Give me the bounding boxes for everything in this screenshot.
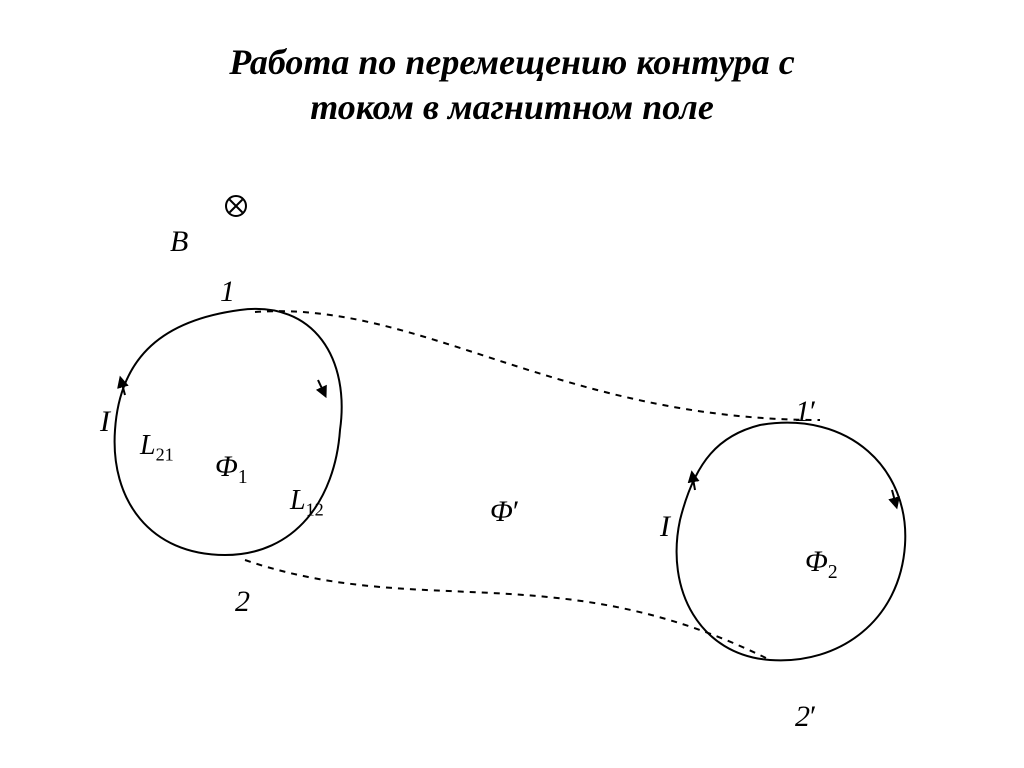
label-Phi1: Φ1: [215, 450, 248, 489]
label-Phi2: Φ2: [805, 545, 838, 584]
label-point-2: 2: [235, 585, 250, 619]
label-L21: L21: [140, 430, 174, 466]
label-PhiPrime: Φ′: [490, 495, 519, 529]
label-point-1: 1: [220, 275, 235, 309]
diagram-svg: [0, 0, 1024, 768]
label-B: B: [170, 225, 188, 259]
label-I-right: I: [660, 510, 670, 544]
diagram-stage: Работа по перемещению контура с током в …: [0, 0, 1024, 768]
label-point-2p: 2′: [795, 700, 817, 734]
label-L12: L12: [290, 485, 324, 521]
label-point-1p: 1′: [795, 395, 817, 429]
label-I-left: I: [100, 405, 110, 439]
